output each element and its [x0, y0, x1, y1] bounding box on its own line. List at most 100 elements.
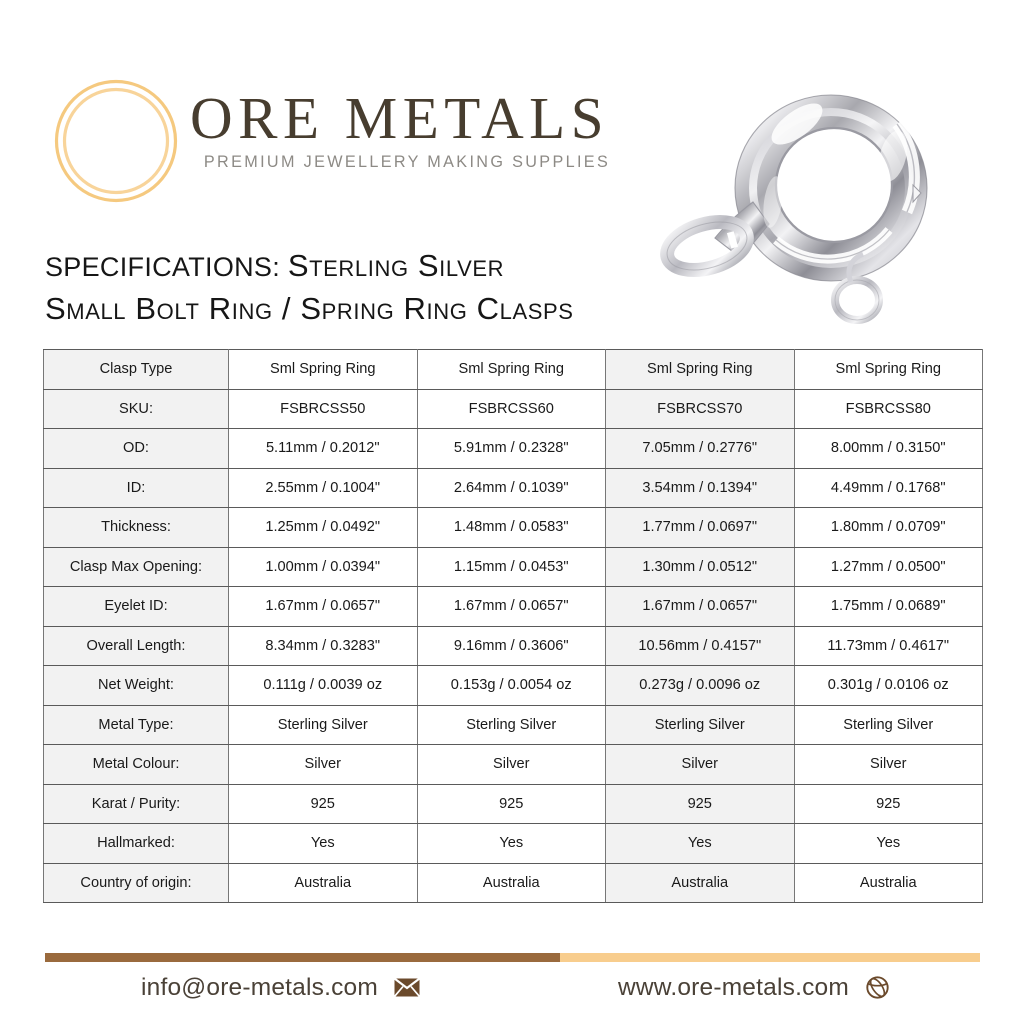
row-label: OD: [43, 428, 229, 469]
footer-website-text[interactable]: www.ore-metals.com [618, 973, 849, 1001]
table-cell: Silver [793, 744, 983, 785]
globe-icon [865, 975, 890, 1000]
table-row: Hallmarked: Yes Yes Yes Yes [43, 823, 983, 864]
table-cell: 10.56mm / 0.4157" [605, 625, 795, 666]
table-cell: 1.67mm / 0.0657" [416, 586, 606, 627]
table-cell: Sml Spring Ring [793, 349, 983, 390]
table-row: Clasp Type Sml Spring Ring Sml Spring Ring… [43, 349, 983, 390]
table-cell: 0.273g / 0.0096 oz [605, 665, 795, 706]
table-cell: 1.30mm / 0.0512" [605, 546, 795, 587]
row-label: Hallmarked: [43, 823, 229, 864]
table-cell: 1.67mm / 0.0657" [605, 586, 795, 627]
table-cell: Sterling Silver [793, 704, 983, 745]
table-cell: 8.34mm / 0.3283" [228, 625, 418, 666]
table-cell: 1.15mm / 0.0453" [416, 546, 606, 587]
footer-email-item[interactable]: info@ore-metals.com [141, 960, 421, 1015]
table-cell: Sterling Silver [605, 704, 795, 745]
table-cell: Australia [228, 862, 418, 903]
table-row: Thickness: 1.25mm / 0.0492" 1.48mm / 0.058… [43, 507, 983, 548]
row-label: ID: [43, 467, 229, 508]
row-label: Net Weight: [43, 665, 229, 706]
table-row: Metal Type: Sterling Silver Sterling Silve… [43, 704, 983, 745]
table-cell: 1.75mm / 0.0689" [793, 586, 983, 627]
table-cell: Sml Spring Ring [416, 349, 606, 390]
row-label: Metal Type: [43, 704, 229, 745]
table-cell: 1.67mm / 0.0657" [228, 586, 418, 627]
brand-tagline: PREMIUM JEWELLERY MAKING SUPPLIES [203, 153, 611, 172]
table-cell: 0.153g / 0.0054 oz [416, 665, 606, 706]
specifications-table-body: Clasp Type Sml Spring Ring Sml Spring Ring… [43, 349, 983, 903]
table-cell: Silver [605, 744, 795, 785]
brand-text-block: ORE METALS PREMIUM JEWELLERY MAKING SUPP… [190, 88, 620, 172]
table-cell: Yes [793, 823, 983, 864]
table-row: Clasp Max Opening: 1.00mm / 0.0394" 1.15mm… [43, 546, 983, 587]
table-cell: Yes [228, 823, 418, 864]
table-cell: 11.73mm / 0.4617" [793, 625, 983, 666]
table-cell: 925 [605, 783, 795, 824]
footer-bar-right-segment [560, 953, 980, 962]
specifications-table: Clasp Type Sml Spring Ring Sml Spring Ring… [43, 349, 983, 903]
table-cell: FSBRCSS60 [416, 388, 606, 429]
table-cell: FSBRCSS80 [793, 388, 983, 429]
table-row: Karat / Purity: 925 925 925 925 [43, 783, 983, 824]
envelope-icon [393, 977, 421, 998]
row-label: Clasp Type [43, 349, 229, 390]
row-label: Overall Length: [43, 625, 229, 666]
table-cell: 8.00mm / 0.3150" [793, 428, 983, 469]
table-cell: 1.25mm / 0.0492" [228, 507, 418, 548]
table-row: OD: 5.11mm / 0.2012" 5.91mm / 0.2328" 7.05m… [43, 428, 983, 469]
row-label: Eyelet ID: [43, 586, 229, 627]
spec-heading-line-2: Small Bolt Ring / Spring Ring Clasps [45, 291, 574, 326]
product-image-spring-ring-clasp [645, 52, 945, 337]
table-cell: 0.111g / 0.0039 oz [228, 665, 418, 706]
table-cell: 1.27mm / 0.0500" [793, 546, 983, 587]
row-label: Thickness: [43, 507, 229, 548]
table-cell: Yes [416, 823, 606, 864]
brand-name: ORE METALS [190, 85, 610, 151]
table-cell: 925 [793, 783, 983, 824]
spec-heading-line-1: SPECIFICATIONS: Sterling Silver [45, 245, 745, 288]
table-cell: 5.91mm / 0.2328" [416, 428, 606, 469]
table-cell: Australia [793, 862, 983, 903]
table-row: Net Weight: 0.111g / 0.0039 oz 0.153g / 0.… [43, 665, 983, 706]
table-cell: FSBRCSS70 [605, 388, 795, 429]
table-row: Eyelet ID: 1.67mm / 0.0657" 1.67mm / 0.065… [43, 586, 983, 627]
row-label: Metal Colour: [43, 744, 229, 785]
table-cell: Yes [605, 823, 795, 864]
row-label: Karat / Purity: [43, 783, 229, 824]
brand-logo: ORE METALS PREMIUM JEWELLERY MAKING SUPP… [45, 70, 625, 210]
table-row: SKU: FSBRCSS50 FSBRCSS60 FSBRCSS70 FSBRCSS80 [43, 388, 983, 429]
table-cell: 925 [228, 783, 418, 824]
table-cell: Silver [416, 744, 606, 785]
table-row: Country of origin: Australia Australia Aust… [43, 862, 983, 903]
page-title: SPECIFICATIONS: Sterling Silver Small Bo… [45, 245, 745, 329]
table-cell: 1.80mm / 0.0709" [793, 507, 983, 548]
spec-heading-material: Sterling Silver [287, 248, 505, 283]
table-cell: 0.301g / 0.0106 oz [793, 665, 983, 706]
table-cell: 1.00mm / 0.0394" [228, 546, 418, 587]
table-cell: 1.77mm / 0.0697" [605, 507, 795, 548]
table-cell: Sml Spring Ring [228, 349, 418, 390]
table-cell: Sterling Silver [416, 704, 606, 745]
table-cell: 3.54mm / 0.1394" [605, 467, 795, 508]
table-cell: 9.16mm / 0.3606" [416, 625, 606, 666]
table-cell: Australia [605, 862, 795, 903]
double-ring-circle-icon [53, 78, 179, 204]
table-cell: 5.11mm / 0.2012" [228, 428, 418, 469]
footer-website-item[interactable]: www.ore-metals.com [618, 960, 890, 1015]
footer-email-text[interactable]: info@ore-metals.com [141, 973, 378, 1001]
table-cell: FSBRCSS50 [228, 388, 418, 429]
table-cell: 4.49mm / 0.1768" [793, 467, 983, 508]
footer-contacts: info@ore-metals.com www.ore-metals.com [45, 960, 980, 1015]
row-label: Country of origin: [43, 862, 229, 903]
spec-heading-prefix: SPECIFICATIONS: [45, 252, 288, 282]
table-cell: 2.55mm / 0.1004" [228, 467, 418, 508]
table-cell: 2.64mm / 0.1039" [416, 467, 606, 508]
table-row: ID: 2.55mm / 0.1004" 2.64mm / 0.1039" 3.54m… [43, 467, 983, 508]
table-row: Overall Length: 8.34mm / 0.3283" 9.16mm / … [43, 625, 983, 666]
table-cell: 925 [416, 783, 606, 824]
row-label: Clasp Max Opening: [43, 546, 229, 587]
footer-divider-bar [45, 953, 980, 962]
table-cell: Silver [228, 744, 418, 785]
table-cell: 1.48mm / 0.0583" [416, 507, 606, 548]
